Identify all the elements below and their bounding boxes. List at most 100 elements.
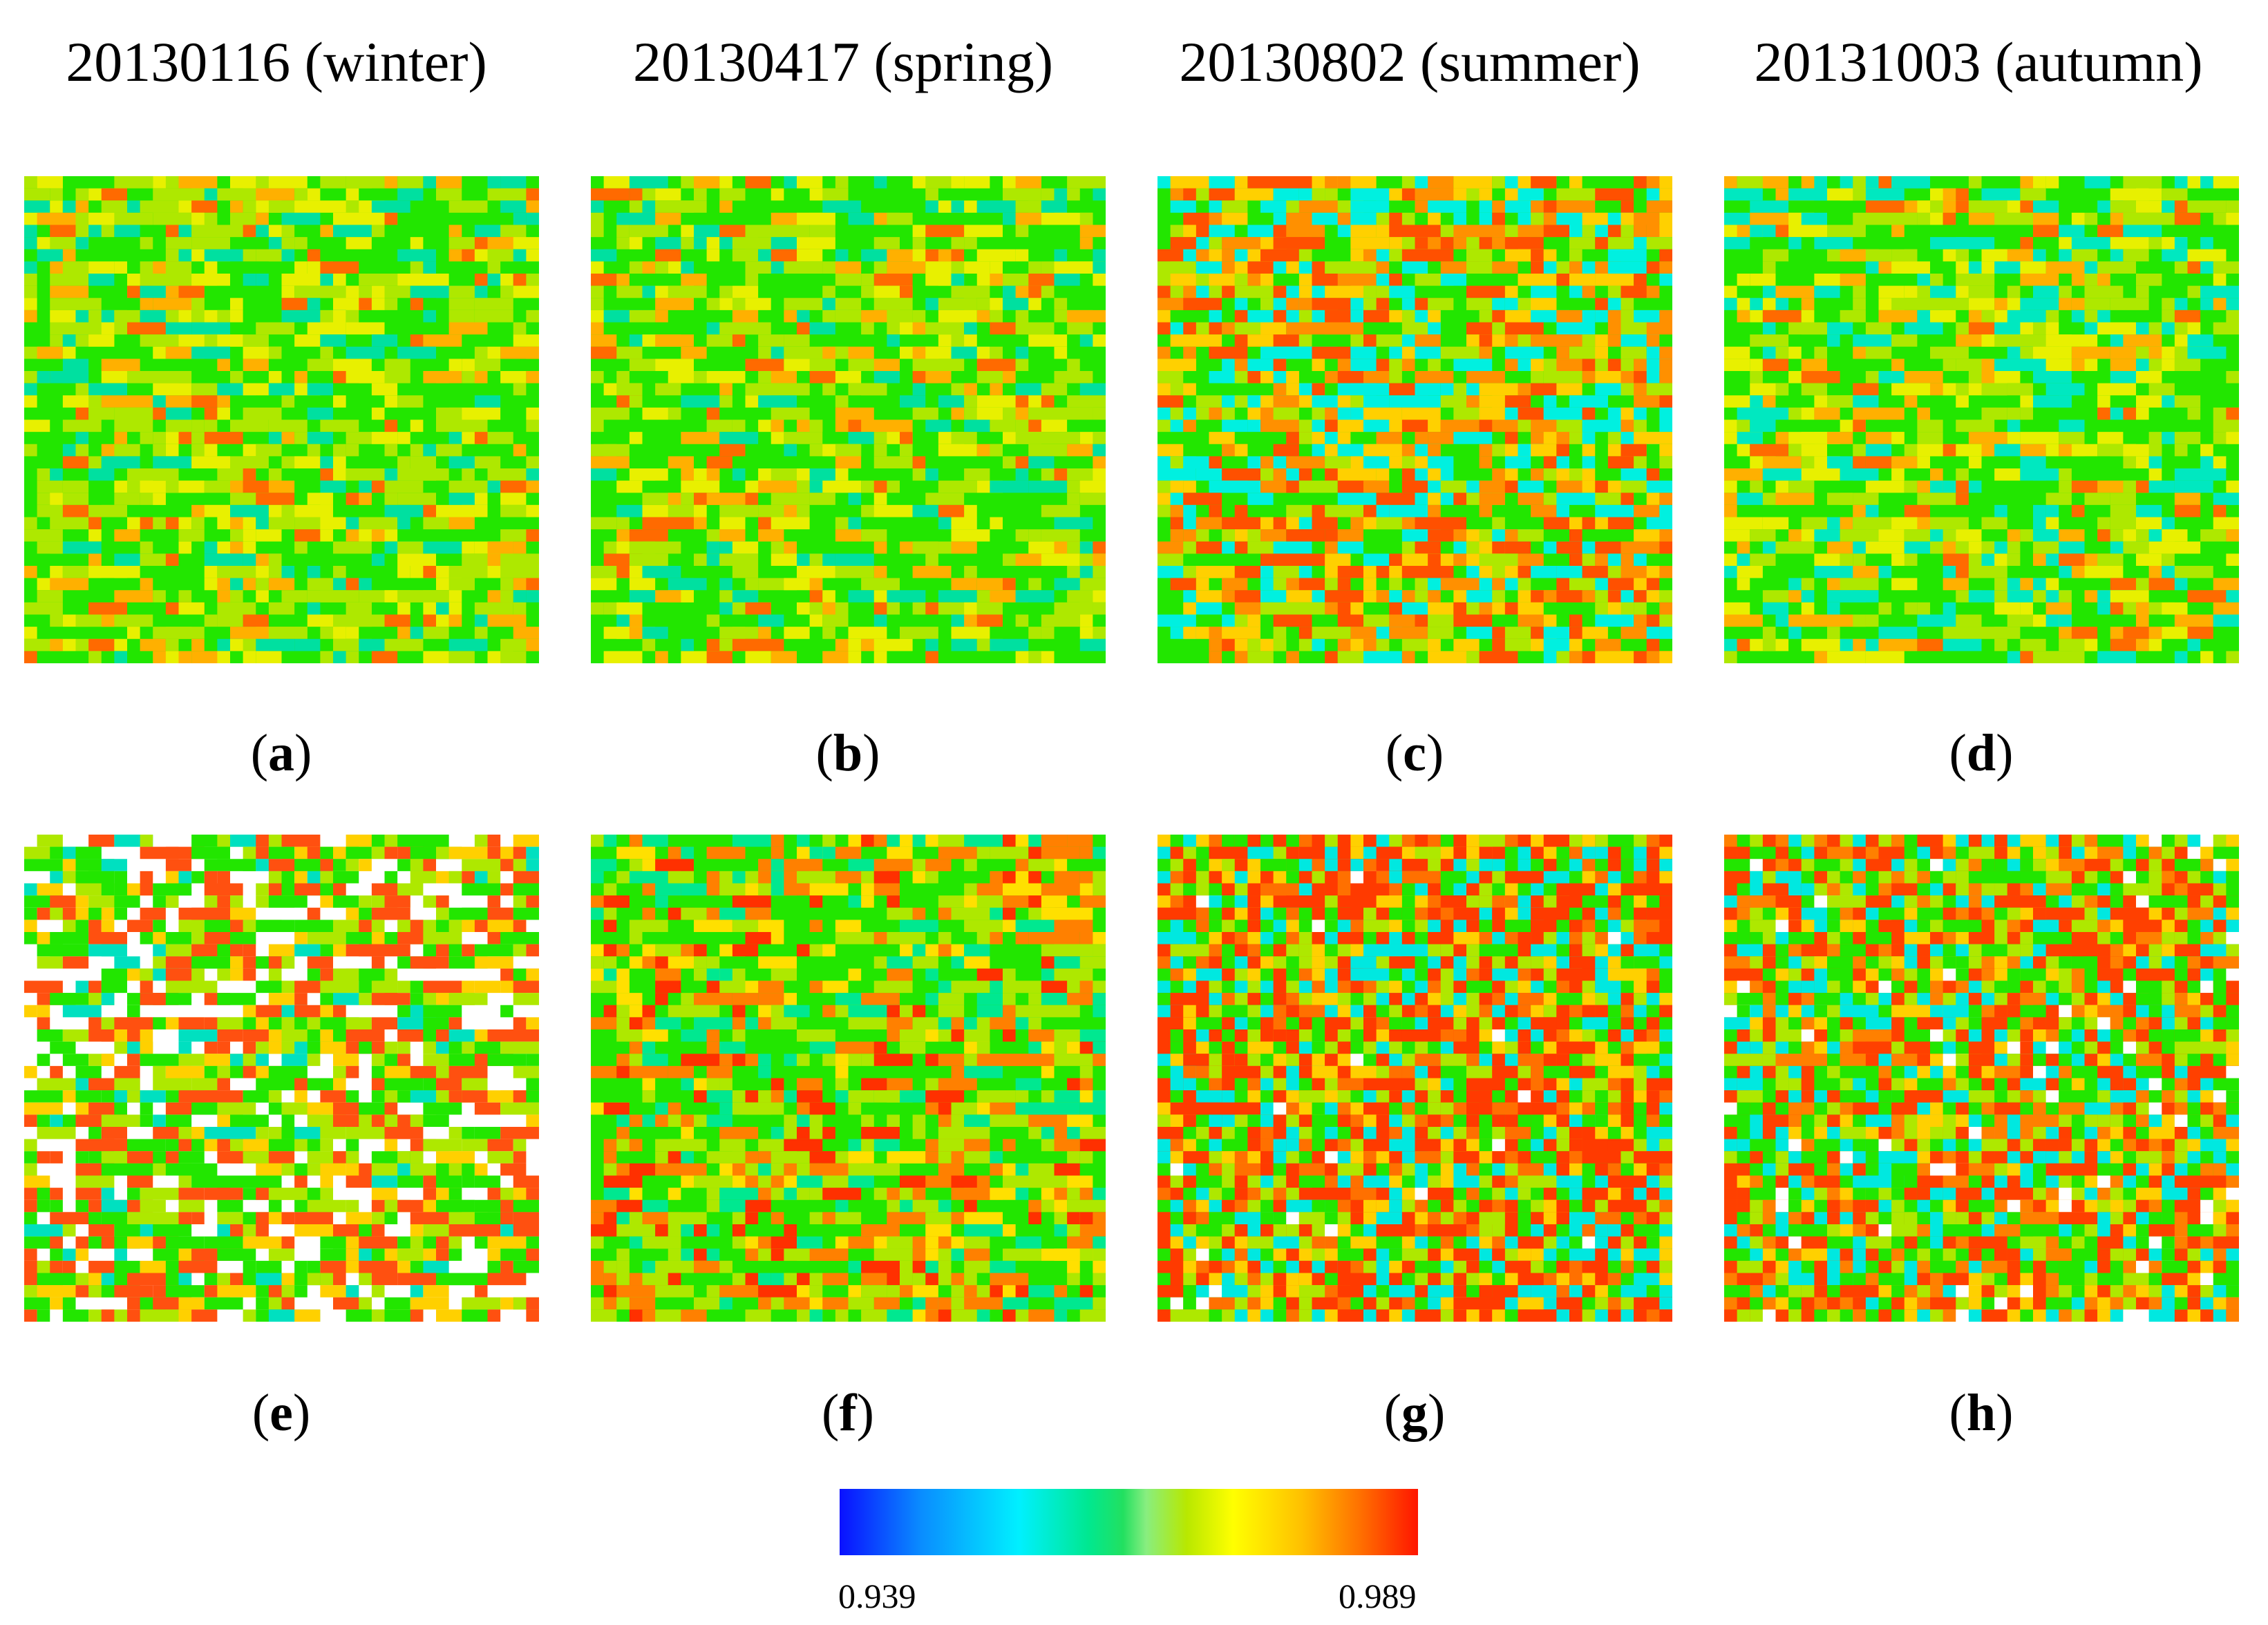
- map-texture-cell: [1286, 480, 1299, 493]
- map-texture-cell: [1659, 225, 1672, 238]
- map-texture-cell: [964, 395, 977, 408]
- map-texture-cell: [487, 835, 501, 847]
- map-texture-cell: [1518, 237, 1544, 249]
- map-texture-cell: [1286, 237, 1312, 249]
- map-texture-cell: [1801, 310, 1815, 323]
- map-texture-cell: [1569, 237, 1596, 249]
- map-texture-cell: [333, 225, 372, 238]
- map-texture-cell: [423, 944, 436, 957]
- map-texture-cell: [1607, 334, 1621, 347]
- map-texture-cell: [50, 334, 63, 347]
- map-texture-cell: [1222, 468, 1260, 481]
- map-texture-cell: [861, 1078, 887, 1091]
- map-texture-cell: [1093, 883, 1106, 896]
- map-texture-cell: [887, 1114, 900, 1127]
- map-texture-cell: [114, 590, 153, 602]
- map-texture-cell: [1646, 371, 1660, 383]
- map-texture-cell: [1453, 614, 1493, 627]
- map-texture-cell: [1801, 468, 1827, 481]
- map-texture-cell: [1054, 968, 1093, 981]
- map-texture-cell: [2174, 212, 2201, 225]
- map-texture-cell: [642, 1090, 656, 1103]
- map-texture-cell: [1273, 359, 1287, 371]
- map-texture-cell: [1827, 602, 1840, 615]
- map-texture-cell: [1569, 261, 1582, 274]
- map-texture-cell: [294, 1309, 321, 1322]
- map-texture-cell: [230, 956, 243, 969]
- map-texture-cell: [178, 310, 192, 323]
- map-texture-cell: [1054, 1139, 1080, 1152]
- map-texture-cell: [256, 274, 269, 286]
- map-texture-cell: [1067, 1199, 1106, 1213]
- map-texture-cell: [50, 274, 89, 286]
- map-texture-cell: [668, 407, 681, 420]
- map-texture-cell: [462, 944, 475, 957]
- map-texture-cell: [951, 1273, 965, 1286]
- map-texture-cell: [591, 334, 617, 347]
- map-texture-cell: [37, 212, 76, 225]
- map-texture-cell: [256, 1005, 282, 1018]
- map-texture-cell: [2020, 395, 2033, 408]
- map-texture-cell: [1518, 578, 1531, 591]
- map-texture-cell: [1659, 846, 1672, 859]
- map-texture-cell: [346, 444, 359, 457]
- map-texture-cell: [1093, 1041, 1106, 1054]
- map-texture-cell: [243, 1309, 256, 1322]
- map-texture-cell: [1518, 883, 1531, 896]
- map-texture-cell: [191, 225, 230, 238]
- map-texture-cell: [37, 1199, 50, 1213]
- map-texture-cell: [384, 444, 398, 457]
- map-texture-cell: [2033, 456, 2046, 468]
- map-texture-cell: [1067, 359, 1080, 371]
- map-texture-cell: [2045, 261, 2085, 274]
- map-texture-cell: [294, 456, 321, 468]
- map-texture-cell: [745, 907, 771, 920]
- map-texture-cell: [1904, 553, 1918, 566]
- map-texture-cell: [101, 944, 127, 957]
- map-texture-cell: [153, 1078, 192, 1091]
- map-texture-cell: [951, 1102, 977, 1115]
- map-texture-cell: [771, 1078, 784, 1091]
- map-texture-cell: [371, 553, 385, 566]
- map-texture-cell: [204, 883, 243, 896]
- map-texture-cell: [178, 225, 192, 238]
- map-texture-cell: [900, 932, 926, 944]
- map-texture-cell: [178, 1199, 205, 1213]
- map-texture-cell: [1994, 200, 2007, 213]
- map-texture-cell: [1196, 285, 1209, 298]
- map-panel-a: [24, 176, 539, 663]
- map-texture-cell: [873, 176, 887, 189]
- map-texture-cell: [1298, 274, 1312, 286]
- map-texture-cell: [1183, 480, 1196, 493]
- map-texture-cell: [1634, 176, 1647, 189]
- map-texture-cell: [1273, 638, 1287, 652]
- map-texture-cell: [24, 1163, 37, 1176]
- map-texture-cell: [217, 553, 243, 566]
- map-texture-cell: [1389, 371, 1402, 383]
- map-texture-cell: [745, 602, 771, 615]
- map-texture-cell: [1737, 444, 1750, 457]
- map-texture-cell: [745, 298, 771, 310]
- map-texture-cell: [835, 566, 849, 578]
- map-texture-cell: [2123, 529, 2136, 542]
- map-texture-cell: [384, 371, 410, 383]
- map-texture-cell: [359, 1041, 372, 1054]
- map-texture-cell: [951, 1017, 965, 1029]
- map-texture-cell: [1582, 407, 1596, 420]
- map-texture-cell: [140, 883, 153, 896]
- map-texture-cell: [294, 1127, 321, 1139]
- map-texture-cell: [1028, 456, 1055, 468]
- map-texture-cell: [1389, 883, 1402, 896]
- map-texture-cell: [307, 444, 321, 457]
- map-texture-cell: [397, 1127, 424, 1139]
- map-texture-cell: [925, 176, 952, 189]
- map-texture-cell: [964, 468, 990, 481]
- map-texture-cell: [1853, 383, 1879, 396]
- map-texture-cell: [320, 1078, 333, 1091]
- map-texture-cell: [1041, 285, 1055, 298]
- map-texture-cell: [1028, 274, 1055, 286]
- map-texture-cell: [694, 1139, 707, 1152]
- map-texture-cell: [1620, 444, 1647, 457]
- map-texture-cell: [346, 1212, 372, 1224]
- map-texture-cell: [153, 432, 166, 444]
